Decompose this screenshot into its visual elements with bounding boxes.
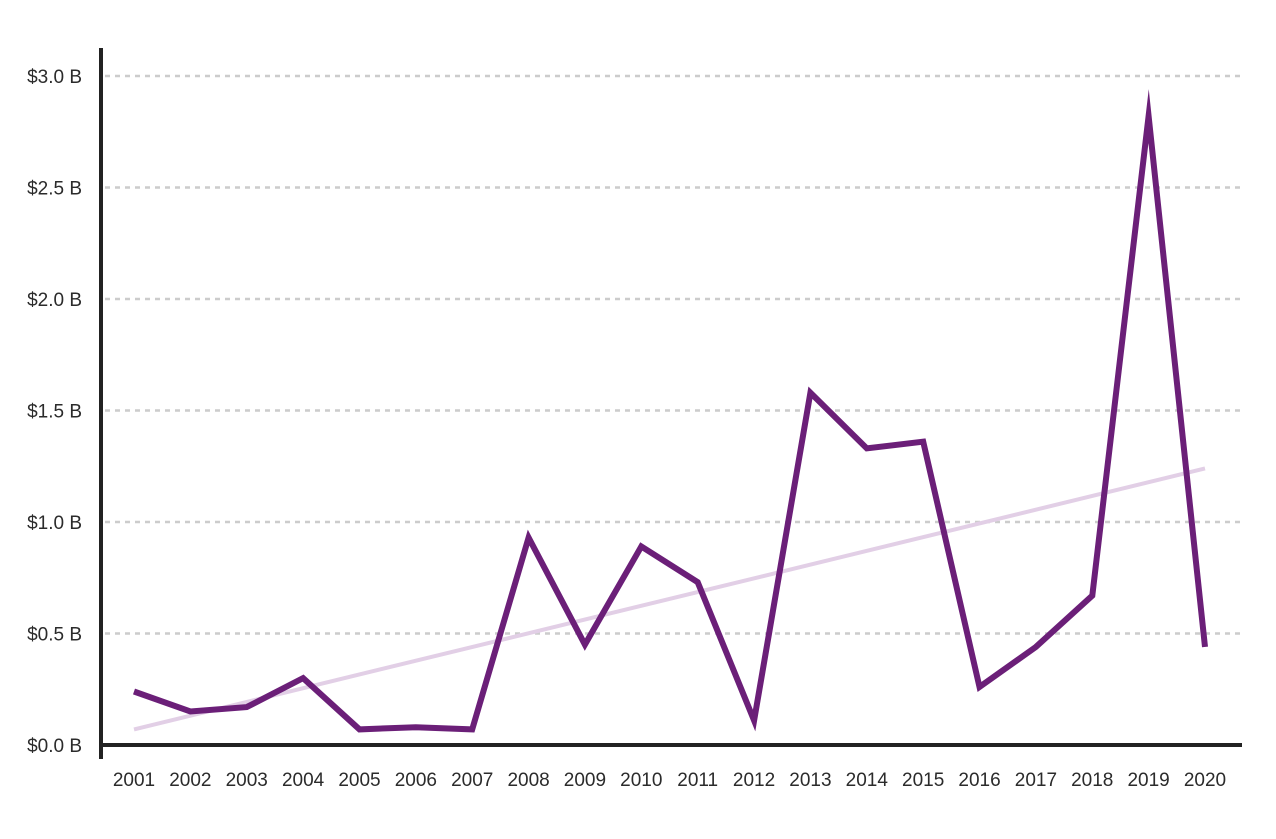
x-tick-label: 2009 — [564, 770, 606, 791]
series-line — [132, 89, 1208, 733]
x-tick-label: 2020 — [1184, 770, 1226, 791]
y-tick-label: $1.5 B — [27, 402, 82, 423]
x-tick-label: 2007 — [451, 770, 493, 791]
x-tick-labels: 2001 2002 2003 2004 2005 2006 2007 2008 2009 2010… — [113, 770, 1226, 791]
x-tick-label: 2013 — [789, 770, 831, 791]
x-tick-label: 2017 — [1015, 770, 1057, 791]
x-tick-label: 2001 — [113, 770, 155, 791]
x-tick-label: 2006 — [395, 770, 437, 791]
x-tick-label: 2003 — [226, 770, 268, 791]
y-tick-label: $0.0 B — [27, 736, 82, 757]
x-tick-label: 2016 — [958, 770, 1000, 791]
gridlines — [105, 74, 1240, 635]
x-tick-label: 2018 — [1071, 770, 1113, 791]
y-tick-label: $2.5 B — [27, 179, 82, 200]
series-group — [132, 89, 1208, 733]
x-tick-label: 2014 — [846, 770, 889, 791]
y-tick-labels: $0.0 B $0.5 B $1.0 B $1.5 B $2.0 B $2.5 B $3.0… — [27, 67, 82, 757]
axes — [99, 48, 1242, 759]
x-tick-label: 2019 — [1127, 770, 1169, 791]
x-tick-label: 2010 — [620, 770, 662, 791]
x-tick-label: 2002 — [169, 770, 211, 791]
x-tick-label: 2008 — [507, 770, 549, 791]
x-tick-label: 2004 — [282, 770, 325, 791]
y-tick-label: $1.0 B — [27, 513, 82, 534]
y-tick-label: $0.5 B — [27, 625, 82, 646]
y-tick-label: $3.0 B — [27, 67, 82, 88]
x-tick-label: 2011 — [677, 770, 718, 791]
trendline — [133, 466, 1206, 732]
x-tick-label: 2005 — [338, 770, 380, 791]
x-tick-label: 2012 — [733, 770, 775, 791]
trendline-group — [133, 466, 1206, 732]
x-tick-label: 2015 — [902, 770, 944, 791]
y-tick-label: $2.0 B — [27, 290, 82, 311]
